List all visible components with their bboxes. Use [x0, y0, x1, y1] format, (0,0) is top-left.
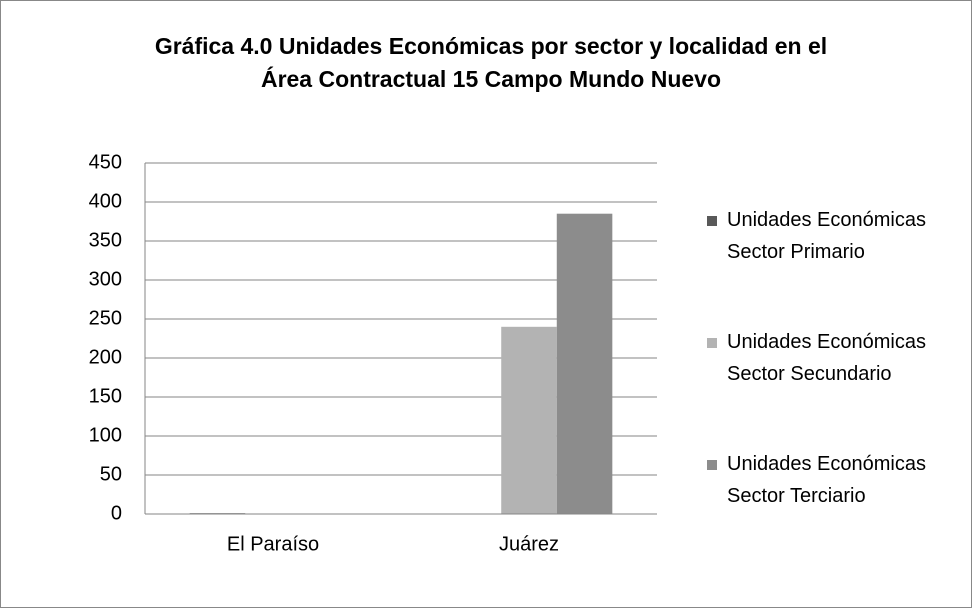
- x-tick-label: El Paraíso: [227, 533, 319, 555]
- y-tick-label: 50: [100, 463, 122, 485]
- y-tick-label: 150: [89, 385, 122, 407]
- y-tick-label: 400: [89, 190, 122, 212]
- legend-swatch: [707, 338, 717, 348]
- legend-label: Unidades Económicas Sector Terciario: [727, 453, 926, 507]
- chart-title: Gráfica 4.0 Unidades Económicas por sect…: [154, 33, 828, 92]
- legend-label: Unidades Económicas Sector Primario: [727, 209, 926, 263]
- y-tick-label: 250: [89, 307, 122, 329]
- legend-label: Unidades Económicas Sector Secundario: [727, 331, 926, 385]
- y-tick-label: 200: [89, 346, 122, 368]
- bar: [501, 326, 557, 514]
- y-tick-label: 300: [89, 268, 122, 290]
- y-tick-label: 350: [89, 229, 122, 251]
- y-tick-label: 450: [89, 151, 122, 173]
- x-tick-label: Juárez: [499, 533, 559, 555]
- y-tick-label: 0: [111, 502, 122, 524]
- bar: [556, 213, 613, 514]
- y-tick-label: 100: [89, 424, 122, 446]
- legend-swatch: [707, 460, 717, 470]
- legend-swatch: [707, 216, 717, 226]
